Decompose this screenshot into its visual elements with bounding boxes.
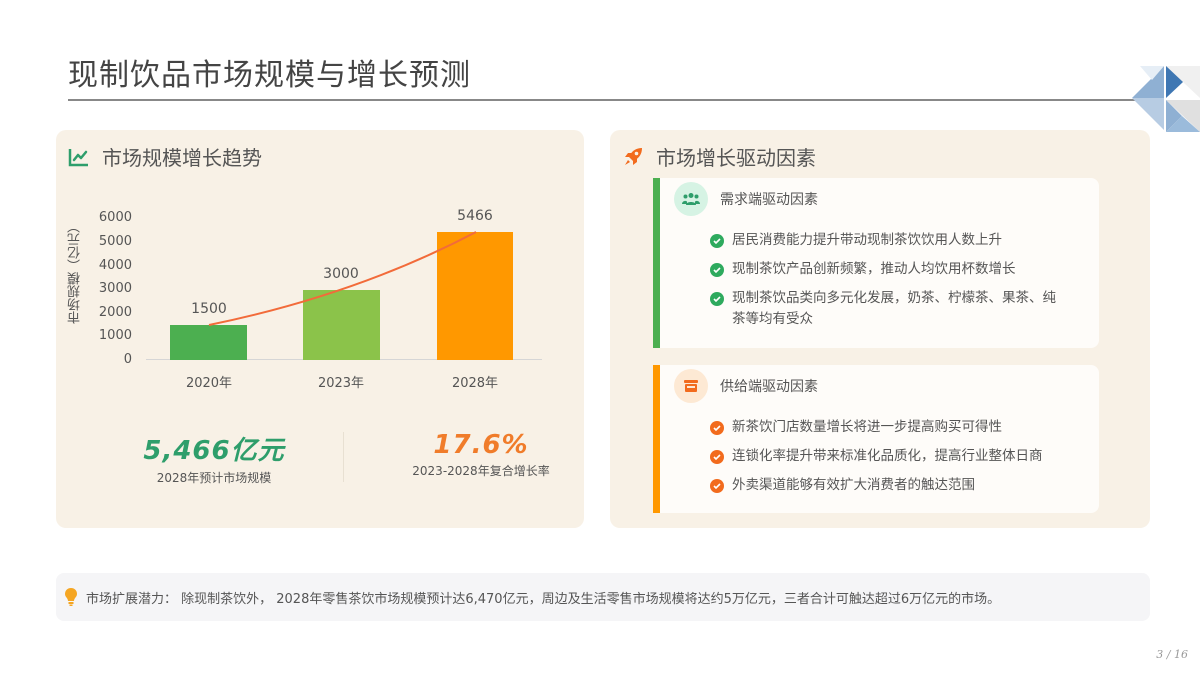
page-title: 现制饮品市场规模与增长预测 — [68, 58, 471, 93]
stat-label: 2023-2028年复合增长率 — [412, 464, 550, 478]
y-tick: 1000 — [98, 328, 132, 343]
y-tick: 2000 — [98, 305, 132, 320]
y-tick: 6000 — [98, 210, 132, 225]
bar-2020 — [170, 325, 247, 360]
card-title: 供给端驱动因素 — [720, 379, 818, 395]
store-icon — [684, 380, 698, 392]
y-tick: 0 — [123, 352, 132, 367]
bar-chart: 市场规模（亿元） 6000 5000 4000 3000 2000 1000 0… — [56, 130, 584, 400]
stat-cagr: 17.6% 2023-2028年复合增长率 — [396, 430, 566, 479]
check-circle-icon — [710, 479, 724, 493]
panel-title: 市场增长驱动因素 — [656, 146, 816, 170]
lightbulb-icon — [65, 588, 77, 606]
supply-list: 新茶饮门店数量增长将进一步提高购买可得性 连锁化率提升带来标准化品质化，提高行业… — [710, 417, 1060, 504]
trend-line — [208, 231, 477, 326]
y-tick: 5000 — [98, 234, 132, 249]
demand-list: 居民消费能力提升带动现制茶饮饮用人数上升 现制茶饮产品创新频繁，推动人均饮用杯数… — [710, 230, 1060, 338]
check-circle-icon — [710, 234, 724, 248]
page-number: 3 / 16 — [1156, 648, 1188, 661]
y-tick: 4000 — [98, 258, 132, 273]
list-item: 现制茶饮品类向多元化发展，奶茶、柠檬茶、果茶、纯茶等均有受众 — [710, 288, 1060, 330]
market-size-panel: 市场规模增长趋势 市场规模（亿元） 6000 5000 4000 3000 20… — [56, 130, 584, 528]
panel-title: 市场规模增长趋势 — [102, 146, 262, 170]
x-tick: 2020年 — [185, 376, 233, 391]
bar-2028 — [437, 232, 513, 360]
growth-drivers-panel: 市场增长驱动因素 需求端驱动因素 居民消费能力提升带动现制茶饮饮用人数上升 — [610, 130, 1150, 528]
y-tick: 3000 — [98, 281, 132, 296]
list-item: 连锁化率提升带来标准化品质化，提高行业整体日商 — [710, 446, 1060, 467]
check-circle-icon — [710, 263, 724, 277]
title-divider — [68, 99, 1136, 101]
list-item: 外卖渠道能够有效扩大消费者的触达范围 — [710, 475, 1060, 496]
users-icon — [682, 193, 700, 205]
stat-value: 5,466亿元 — [143, 436, 285, 466]
stat-divider — [343, 432, 344, 482]
chart-line-icon — [68, 148, 88, 166]
bar-2023 — [303, 290, 380, 360]
x-tick: 2028年 — [451, 376, 499, 391]
insight-tip-bar: 市场扩展潜力： 除现制茶饮外， 2028年零售茶饮市场规模预计达6,470亿元，… — [56, 573, 1150, 621]
supply-drivers-card: 供给端驱动因素 新茶饮门店数量增长将进一步提高购买可得性 连锁化率提升带来标准化… — [653, 365, 1099, 513]
check-circle-icon — [710, 421, 724, 435]
rocket-icon — [625, 147, 642, 165]
bar-value: 1500 — [191, 301, 227, 317]
tip-text: 市场扩展潜力： 除现制茶饮外， 2028年零售茶饮市场规模预计达6,470亿元，… — [86, 591, 1001, 607]
list-item: 现制茶饮产品创新频繁，推动人均饮用杯数增长 — [710, 259, 1060, 280]
check-circle-icon — [710, 292, 724, 306]
demand-drivers-card: 需求端驱动因素 居民消费能力提升带动现制茶饮饮用人数上升 现制茶饮产品创新频繁，… — [653, 178, 1099, 348]
stat-label: 2028年预计市场规模 — [156, 471, 272, 485]
list-item: 新茶饮门店数量增长将进一步提高购买可得性 — [710, 417, 1060, 438]
x-tick: 2023年 — [317, 376, 365, 391]
stat-value: 17.6% — [433, 430, 529, 460]
bar-value: 3000 — [323, 266, 359, 282]
list-item: 居民消费能力提升带动现制茶饮饮用人数上升 — [710, 230, 1060, 251]
stat-market-size: 5,466亿元 2028年预计市场规模 — [134, 430, 294, 486]
bar-value: 5466 — [457, 208, 493, 224]
card-title: 需求端驱动因素 — [720, 192, 818, 208]
check-circle-icon — [710, 450, 724, 464]
logo-icon — [1132, 66, 1200, 132]
